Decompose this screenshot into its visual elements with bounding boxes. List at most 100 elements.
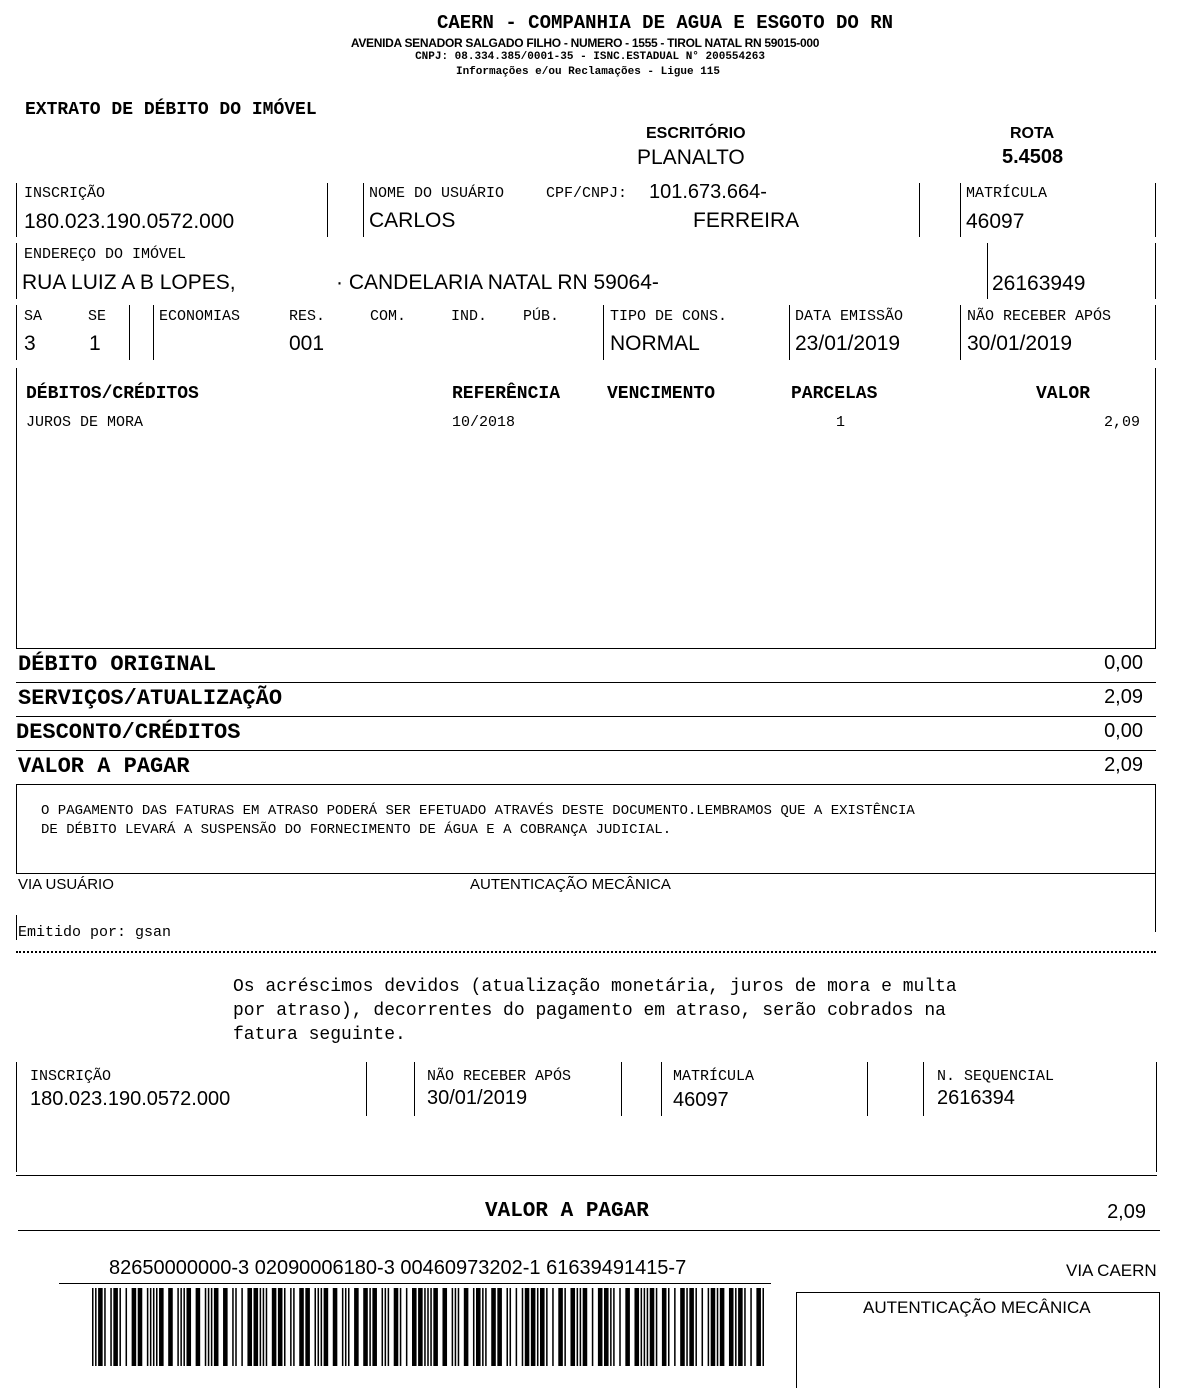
emitido-por: Emitido por: gsan [18,924,172,941]
acrescimos-line: Os acréscimos devidos (atualização monet… [233,977,957,997]
barcode-bar [290,1288,292,1366]
endereco-label: ENDEREÇO DO IMÓVEL [24,246,187,263]
data-emissao-value: 23/01/2019 [795,332,901,355]
barcode-bar [418,1288,423,1366]
barcode-bar [521,1288,524,1366]
barcode-bar [530,1288,536,1366]
sa-value: 3 [24,332,36,355]
rota-label: ROTA [1010,125,1055,142]
barcode-bar [113,1288,118,1366]
barcode-bar [344,1288,347,1366]
barcode-bar [463,1288,469,1366]
barcode-bar [695,1288,697,1366]
acrescimos-line: fatura seguinte. [233,1025,406,1045]
barcode-bar [710,1288,716,1366]
tear-line [16,951,1156,953]
rota-value: 5.4508 [1002,146,1064,168]
barcode-bar [305,1288,310,1366]
barcode-bar [719,1288,725,1366]
barcode-bar [634,1288,640,1366]
barcode-bar [265,1288,268,1366]
res-label: RES. [289,308,326,325]
barcode-bar [152,1288,155,1366]
row-parcelas: 1 [836,414,846,431]
via-usuario: VIA USUÁRIO [18,876,114,893]
res-value: 001 [289,332,325,355]
barcode-bar [604,1288,609,1366]
acrescimos-notice: Os acréscimos devidos (atualização monet… [233,975,957,1047]
stub-matricula-value: 46097 [673,1089,729,1111]
matricula-label: MATRÍCULA [966,185,1048,202]
row-desc: JUROS DE MORA [26,414,144,431]
barcode-bar [253,1288,259,1366]
barcode-bar [369,1288,371,1366]
barcode-bar [509,1288,512,1366]
barcode-bar [546,1288,548,1366]
barcode-bar [744,1288,746,1366]
barcode-bar [728,1288,734,1366]
nao-receber-label: NÃO RECEBER APÓS [967,308,1112,325]
stub-inscricao-label: INSCRIÇÃO [30,1068,112,1085]
com-label: COM. [370,308,407,325]
barcode-bar [210,1288,213,1366]
usuario-first-name: CARLOS [369,209,456,232]
barcode-bar [104,1288,106,1366]
barcode-bar [247,1288,252,1366]
barcode-bar [146,1288,149,1366]
barcode-bar [655,1288,658,1366]
barcode-bar [177,1288,179,1366]
barcode-bar [412,1288,417,1366]
barcode-bar [680,1288,685,1366]
total-value: 2,09 [1104,754,1143,776]
pub-label: PÚB. [523,308,560,325]
barcode-bar [232,1288,234,1366]
barcode-bar [241,1288,243,1366]
barcode-bar [689,1288,694,1366]
tipo-cons-value: NORMAL [610,332,700,355]
barcode-bar [591,1288,594,1366]
barcode-bar [223,1288,228,1366]
company-info: Informações e/ou Reclamações - Ligue 115 [455,66,721,78]
endereco-street: RUA LUIZ A B LOPES, [22,271,236,294]
barcode-bar [482,1288,484,1366]
notice-line: DE DÉBITO LEVARÁ A SUSPENSÃO DO FORNECIM… [41,822,672,838]
data-emissao-label: DATA EMISSÃO [795,308,904,325]
barcode-bar [485,1288,487,1366]
barcode-bar [564,1288,566,1366]
col-vencimento: VENCIMENTO [607,384,716,404]
total-label: VALOR A PAGAR [18,754,190,779]
barcode-bar [271,1288,277,1366]
row-ref: 10/2018 [452,414,516,431]
barcode-bar [195,1288,201,1366]
barcode-bar [384,1288,387,1366]
sa-label: SA [24,308,43,325]
inscricao-value: 180.023.190.0572.000 [24,210,235,233]
barcode-bar [149,1288,152,1366]
barcode-bar [259,1288,262,1366]
barcode-bar [284,1288,286,1366]
barcode-bar [405,1288,408,1366]
barcode-bar [235,1288,237,1366]
nao-receber-value: 30/01/2019 [967,332,1073,355]
stub-nao-receber-label: NÃO RECEBER APÓS [427,1068,572,1085]
barcode-bar [320,1288,323,1366]
barcode-bar [159,1288,164,1366]
barcode-bar [668,1288,670,1366]
matricula-value: 46097 [966,210,1025,233]
barcode-bar [643,1288,646,1366]
col-parcelas: PARCELAS [791,384,878,404]
company-name: CAERN - COMPANHIA DE AGUA E ESGOTO DO RN [436,12,894,34]
barcode-bar [756,1288,761,1366]
barcode-bar [427,1288,429,1366]
barcode-bar [293,1288,295,1366]
barcode-bar [180,1288,182,1366]
stub-sequencial-value: 2616394 [937,1087,1015,1109]
stub-valor-label: VALOR A PAGAR [485,1200,649,1223]
barcode-bar [381,1288,384,1366]
stub-matricula-label: MATRÍCULA [673,1068,755,1085]
stub-nao-receber-value: 30/01/2019 [427,1087,528,1109]
barcode-bar [735,1288,737,1366]
barcode-bar [457,1288,460,1366]
barcode-bar [277,1288,283,1366]
